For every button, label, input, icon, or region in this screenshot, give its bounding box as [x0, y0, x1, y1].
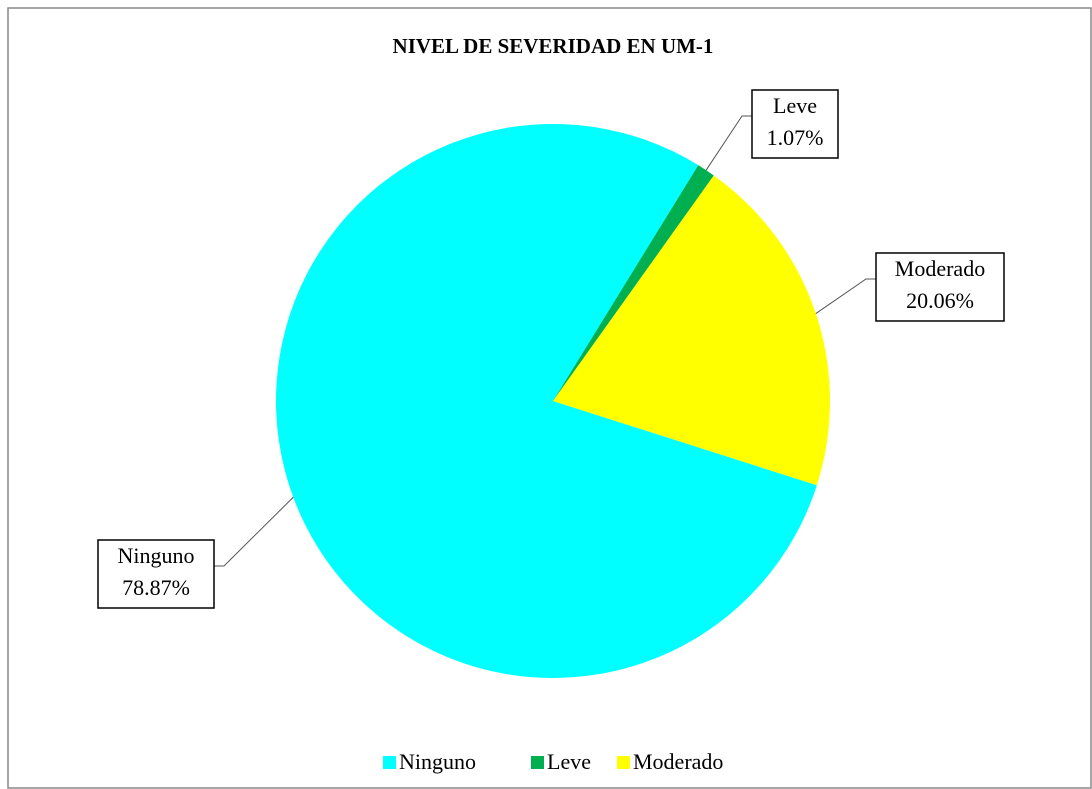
- data-label-value: 1.07%: [767, 125, 824, 150]
- data-label-box: [97, 539, 215, 609]
- legend-swatch: [383, 756, 396, 769]
- legend-label: Ninguno: [399, 749, 476, 774]
- legend-label: Leve: [547, 749, 591, 774]
- pie-slice: [275, 124, 817, 678]
- data-label-value: 20.06%: [906, 288, 974, 313]
- leader-line: [214, 496, 294, 567]
- data-label-name: Moderado: [895, 256, 985, 281]
- legend-swatch: [531, 756, 544, 769]
- legend-swatch: [617, 756, 630, 769]
- pie-slice: [553, 175, 831, 486]
- data-label-name: Ninguno: [118, 543, 195, 568]
- leader-line: [815, 278, 876, 314]
- data-label-name: Leve: [773, 93, 817, 118]
- legend-label: Moderado: [633, 749, 723, 774]
- chart-title: NIVEL DE SEVERIDAD EN UM-1: [393, 34, 714, 58]
- data-label-box: [751, 89, 839, 159]
- pie-slice: [553, 165, 714, 401]
- data-label-box: [875, 252, 1005, 322]
- leader-line: [705, 115, 752, 171]
- data-label-value: 78.87%: [122, 575, 190, 600]
